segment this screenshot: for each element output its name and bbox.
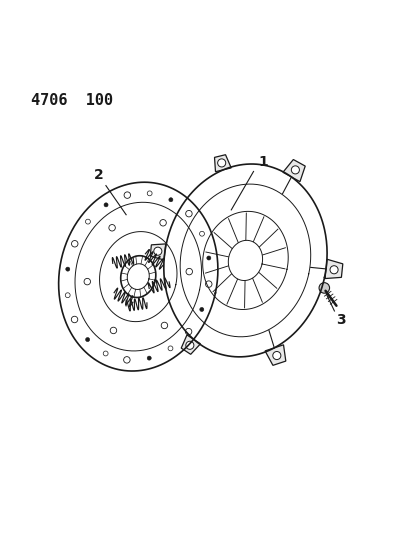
Text: 2: 2 <box>94 168 103 182</box>
Circle shape <box>329 266 337 274</box>
Circle shape <box>185 341 193 349</box>
Circle shape <box>104 203 108 207</box>
Circle shape <box>84 278 90 285</box>
Circle shape <box>206 256 210 260</box>
Circle shape <box>147 356 151 360</box>
Circle shape <box>153 247 162 255</box>
Text: 4706  100: 4706 100 <box>31 93 113 108</box>
Text: 3: 3 <box>336 313 345 327</box>
Polygon shape <box>150 244 165 260</box>
Polygon shape <box>181 335 200 354</box>
Circle shape <box>318 282 329 293</box>
Circle shape <box>217 159 225 167</box>
Circle shape <box>160 220 166 226</box>
Circle shape <box>169 198 173 202</box>
Circle shape <box>65 267 70 271</box>
Circle shape <box>85 337 90 342</box>
Circle shape <box>109 224 115 231</box>
Circle shape <box>272 351 280 360</box>
Text: 1: 1 <box>258 156 267 169</box>
Polygon shape <box>265 345 285 365</box>
Polygon shape <box>214 155 231 172</box>
Circle shape <box>186 269 192 275</box>
Circle shape <box>199 308 203 311</box>
Circle shape <box>291 166 299 174</box>
Polygon shape <box>282 159 304 182</box>
Circle shape <box>110 327 117 334</box>
Circle shape <box>161 322 167 329</box>
Polygon shape <box>324 259 342 279</box>
